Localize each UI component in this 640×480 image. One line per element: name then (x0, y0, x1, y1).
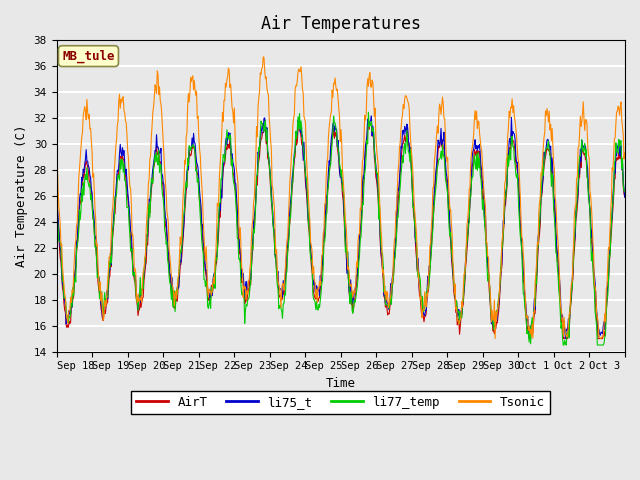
li77_temp (559, 342, 567, 348)
AirT (621, 194, 628, 200)
Tsonic (120, 94, 127, 99)
Tsonic (259, 54, 267, 60)
li75_t (252, 196, 260, 202)
li77_temp (400, 144, 408, 150)
Legend: AirT, li75_t, li77_temp, Tsonic: AirT, li75_t, li77_temp, Tsonic (131, 391, 550, 414)
Tsonic (274, 278, 282, 284)
Title: Air Temperatures: Air Temperatures (260, 15, 420, 33)
li77_temp (252, 200, 260, 206)
Tsonic (621, 150, 628, 156)
AirT (400, 136, 408, 142)
li77_temp (273, 283, 281, 288)
li75_t (621, 194, 628, 200)
Line: AirT: AirT (56, 123, 625, 338)
Line: Tsonic: Tsonic (56, 57, 625, 338)
Tsonic (400, 106, 408, 111)
AirT (432, 175, 440, 181)
Line: li75_t: li75_t (56, 116, 625, 338)
Tsonic (596, 336, 604, 341)
AirT (366, 120, 374, 126)
li77_temp (52, 199, 60, 205)
Tsonic (252, 156, 260, 161)
li75_t (273, 271, 281, 276)
AirT (52, 204, 60, 210)
li77_temp (432, 185, 440, 191)
li77_temp (365, 109, 372, 115)
li75_t (432, 168, 440, 174)
li75_t (400, 132, 408, 138)
Text: MB_tule: MB_tule (62, 49, 115, 63)
AirT (525, 336, 533, 341)
li75_t (52, 200, 60, 206)
li77_temp (224, 134, 232, 140)
AirT (273, 272, 281, 278)
Tsonic (224, 74, 232, 80)
li75_t (120, 153, 127, 158)
X-axis label: Time: Time (326, 377, 356, 390)
li75_t (562, 336, 570, 341)
Tsonic (432, 143, 440, 148)
li75_t (224, 132, 232, 138)
Y-axis label: Air Temperature (C): Air Temperature (C) (15, 125, 28, 267)
li77_temp (621, 189, 628, 195)
Line: li77_temp: li77_temp (56, 112, 625, 345)
AirT (224, 141, 232, 147)
Tsonic (52, 153, 60, 158)
li77_temp (120, 169, 127, 175)
AirT (252, 197, 260, 203)
AirT (120, 157, 127, 163)
li75_t (367, 113, 375, 119)
